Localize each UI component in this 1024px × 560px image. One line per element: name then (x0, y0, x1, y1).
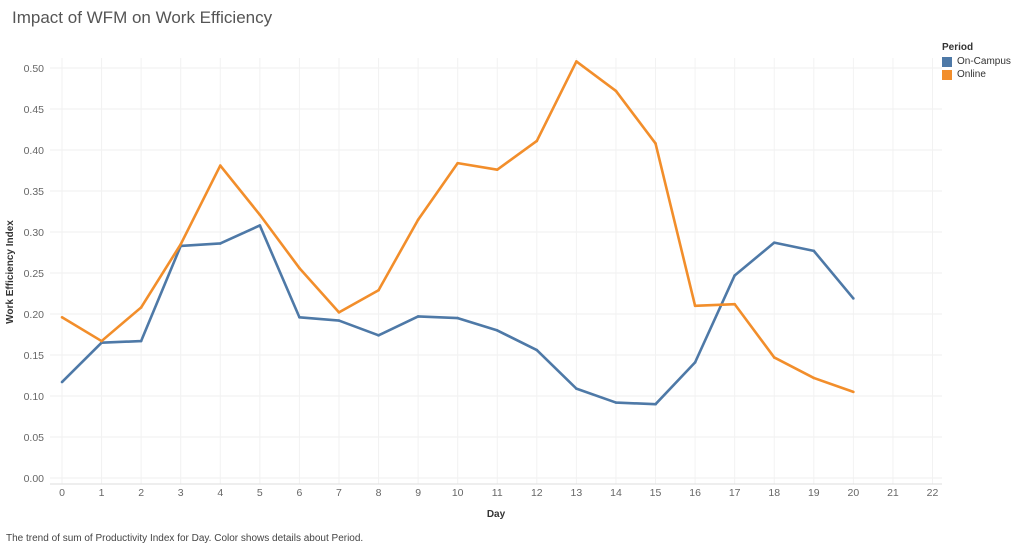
data-point[interactable] (179, 243, 183, 246)
y-tick-label: 0.15 (24, 350, 45, 362)
data-point[interactable] (100, 339, 103, 343)
legend-label: On-Campus (957, 56, 1011, 67)
data-point[interactable] (258, 213, 262, 217)
data-point[interactable] (416, 315, 420, 318)
data-point[interactable] (495, 329, 499, 332)
data-point[interactable] (298, 315, 301, 319)
x-tick-label: 7 (336, 487, 342, 499)
data-point[interactable] (812, 249, 816, 253)
y-tick-label: 0.50 (24, 63, 45, 75)
data-point[interactable] (852, 297, 855, 300)
data-point[interactable] (337, 311, 341, 314)
data-point[interactable] (456, 161, 459, 165)
x-tick-label: 11 (492, 487, 503, 499)
data-point[interactable] (772, 241, 776, 244)
chart-title: Impact of WFM on Work Efficiency (12, 8, 273, 27)
data-point[interactable] (733, 274, 736, 277)
x-tick-label: 13 (571, 487, 583, 499)
x-tick-label: 8 (376, 487, 382, 499)
x-tick-label: 15 (650, 487, 662, 499)
x-tick-label: 20 (848, 487, 860, 499)
data-point[interactable] (733, 302, 736, 306)
data-point[interactable] (377, 334, 380, 337)
legend-swatch (942, 56, 952, 67)
data-point[interactable] (139, 339, 143, 343)
series-lines (60, 60, 855, 406)
data-point[interactable] (298, 266, 301, 270)
y-tick-label: 0.25 (24, 268, 45, 280)
data-point[interactable] (812, 376, 816, 380)
y-tick-label: 0.35 (24, 186, 45, 198)
y-tick-label: 0.40 (24, 145, 45, 157)
data-point[interactable] (614, 401, 618, 404)
data-point[interactable] (693, 361, 697, 364)
y-tick-label: 0.00 (24, 473, 45, 485)
y-tick-label: 0.45 (24, 104, 45, 116)
x-tick-label: 21 (887, 487, 899, 499)
x-tick-label: 1 (99, 487, 105, 499)
data-point[interactable] (614, 89, 618, 93)
x-axis-ticks: 0 1 2 3 4 5 6 7 8 9 10 11 12 13 14 15 16 17 18 19 20 21 22 (59, 487, 938, 499)
legend-item-on-campus[interactable]: On-Campus (942, 56, 1011, 67)
grid (50, 58, 942, 485)
data-point[interactable] (139, 306, 143, 309)
legend: Period On-Campus Online (942, 42, 1011, 82)
data-point[interactable] (535, 139, 539, 143)
data-point[interactable] (218, 164, 222, 167)
x-tick-label: 6 (296, 487, 302, 499)
x-tick-label: 4 (217, 487, 223, 499)
x-tick-label: 10 (452, 487, 464, 499)
legend-item-online[interactable]: Online (942, 69, 1011, 80)
data-point[interactable] (654, 402, 657, 406)
chart-caption: The trend of sum of Productivity Index f… (6, 533, 364, 544)
y-tick-label: 0.30 (24, 227, 45, 239)
legend-title: Period (942, 42, 974, 53)
x-tick-label: 18 (768, 487, 780, 499)
x-tick-label: 3 (178, 487, 184, 499)
y-tick-label: 0.10 (24, 391, 45, 403)
x-tick-label: 9 (415, 487, 421, 499)
x-axis-label: Day (487, 509, 506, 520)
legend-swatch (942, 69, 952, 80)
data-point[interactable] (337, 319, 341, 322)
data-point[interactable] (60, 380, 64, 384)
data-point[interactable] (218, 242, 222, 245)
y-tick-label: 0.05 (24, 432, 45, 444)
data-point[interactable] (535, 348, 539, 352)
y-axis-ticks: 0.00 0.05 0.10 0.15 0.20 0.25 0.30 0.35 0.40 0.45… (24, 63, 45, 485)
data-point[interactable] (495, 168, 499, 171)
data-point[interactable] (772, 356, 776, 359)
x-tick-label: 19 (808, 487, 820, 499)
data-point[interactable] (575, 60, 578, 63)
data-point[interactable] (852, 390, 855, 394)
x-tick-label: 22 (927, 487, 939, 499)
x-tick-label: 5 (257, 487, 263, 499)
x-tick-label: 16 (689, 487, 701, 499)
data-point[interactable] (693, 304, 697, 308)
data-point[interactable] (377, 288, 380, 292)
x-tick-label: 12 (531, 487, 543, 499)
legend-label: Online (957, 69, 986, 80)
data-point[interactable] (258, 224, 262, 227)
x-tick-label: 14 (610, 487, 622, 499)
x-tick-label: 0 (59, 487, 65, 499)
x-tick-label: 17 (729, 487, 741, 499)
data-point[interactable] (60, 315, 64, 319)
x-tick-label: 2 (138, 487, 144, 499)
data-point[interactable] (456, 316, 459, 320)
y-axis-label: Work Efficiency Index (5, 220, 16, 324)
y-tick-label: 0.20 (24, 309, 45, 321)
data-point[interactable] (416, 218, 420, 221)
data-point[interactable] (575, 387, 578, 390)
data-point[interactable] (654, 142, 657, 145)
